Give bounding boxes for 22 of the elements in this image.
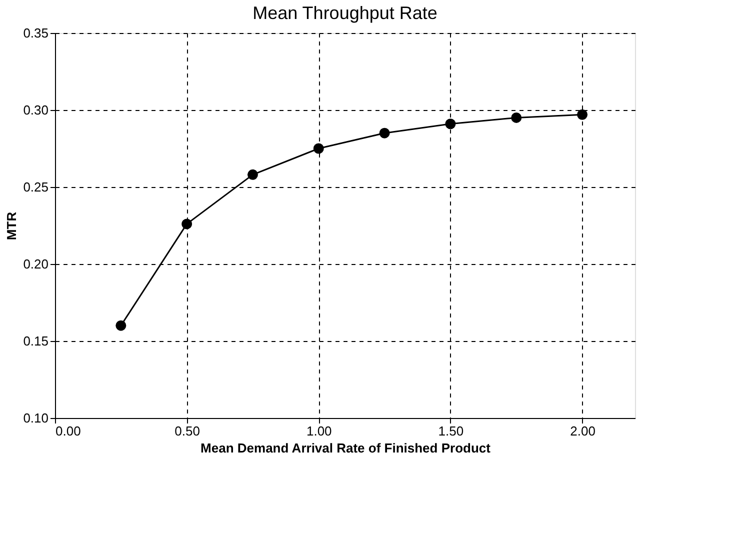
point [247, 169, 258, 180]
y-tick-label: 0.30 [23, 102, 48, 118]
x-tick-label: 0.50 [174, 424, 200, 438]
point [116, 320, 126, 331]
chart-title: Mean Throughput Rate [252, 3, 438, 23]
point [379, 128, 390, 138]
y-tick-label: 0.35 [23, 26, 48, 40]
x-axis-title: Mean Demand Arrival Rate of Finished Product [200, 440, 492, 456]
point [313, 143, 324, 154]
y-tick-label: 0.20 [23, 256, 48, 272]
y-axis-title: MTR [4, 211, 20, 240]
point [577, 109, 588, 120]
y-tick-label: 0.25 [23, 180, 48, 194]
x-tick-label: 1.50 [438, 424, 464, 438]
x-tick-label: 2.00 [570, 424, 596, 438]
y-tick-label: 0.15 [23, 334, 48, 348]
y-tick-label: 0.10 [23, 410, 48, 426]
point [511, 112, 522, 123]
point [182, 218, 192, 230]
x-tick-label: 0.00 [56, 424, 81, 438]
x-tick-label: 1.00 [306, 424, 332, 438]
point [445, 118, 456, 130]
